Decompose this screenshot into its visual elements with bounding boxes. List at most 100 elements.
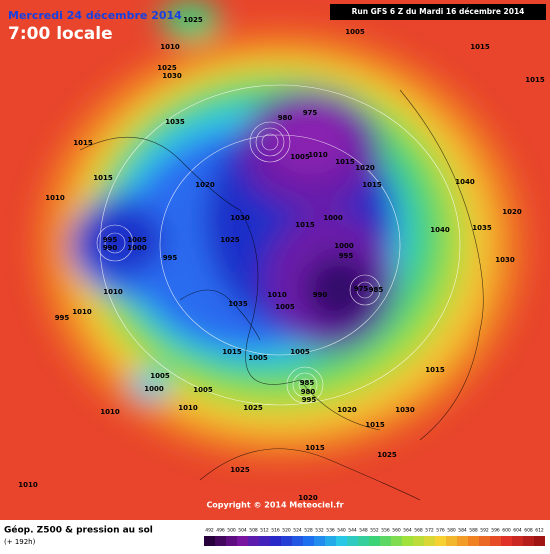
legend-label: 508 [249,528,258,534]
legend-swatch [424,536,435,546]
legend-label: 584 [458,528,467,534]
pressure-label: 1005 [248,354,268,362]
copyright: Copyright © 2014 Meteociel.fr [206,501,343,510]
legend-swatch [380,536,391,546]
run-box [330,4,546,20]
pressure-label: 980 [301,388,316,396]
legend-swatch [226,536,237,546]
pressure-label: 1040 [430,226,450,234]
pressure-label: 1025 [220,236,240,244]
legend-swatch [402,536,413,546]
legend-swatch [325,536,336,546]
pressure-label: 1010 [103,288,123,296]
pressure-label: 1015 [305,444,325,452]
pressure-label: 985 [369,286,384,294]
legend-label: 592 [480,528,489,534]
pressure-label: 1015 [425,366,445,374]
pressure-label: 1030 [395,406,415,414]
pressure-label: 1025 [157,64,177,72]
pressure-label: 1015 [222,348,242,356]
pressure-label: 1025 [230,466,250,474]
pressure-label: 1040 [455,178,475,186]
legend-swatch [435,536,446,546]
pressure-label: 1010 [18,481,38,489]
pressure-label: 1005 [150,372,170,380]
legend-swatch [314,536,325,546]
legend-label: 500 [227,528,236,534]
legend-swatch [523,536,534,546]
legend-swatch [534,536,545,546]
legend-label: 532 [315,528,324,534]
legend-swatch [479,536,490,546]
legend-swatch [292,536,303,546]
legend-label: 600 [502,528,511,534]
legend-label: 548 [359,528,368,534]
pressure-label: 975 [354,285,369,293]
footer-lead: (+ 192h) [4,538,36,546]
legend-swatch [347,536,358,546]
pressure-label: 1015 [362,181,382,189]
legend-label: 536 [326,528,335,534]
pressure-label: 1015 [365,421,385,429]
pressure-label: 1015 [73,139,93,147]
legend-label: 612 [535,528,544,534]
map [0,0,550,520]
pressure-label: 1015 [335,158,355,166]
legend-label: 504 [238,528,247,534]
legend-label: 492 [205,528,214,534]
legend-label: 552 [370,528,379,534]
legend-swatch [259,536,270,546]
pressure-label: 1030 [230,214,250,222]
run-info: Run GFS 6 Z du Mardi 16 décembre 2014 [352,7,525,16]
legend-swatch [512,536,523,546]
pressure-label: 1030 [162,72,182,80]
pressure-label: 1000 [127,244,147,252]
legend: 492 496 500 504 508 512 516 520 524 528 532 536 540 5… [204,528,545,546]
pressure-label: 1015 [295,221,315,229]
date: Mercredi 24 décembre 2014 [8,9,182,22]
pressure-label: 1005 [290,153,310,161]
legend-label: 556 [381,528,390,534]
legend-label: 560 [392,528,401,534]
pressure-label: 1035 [472,224,492,232]
pressure-label: 990 [313,291,328,299]
legend-swatch [391,536,402,546]
legend-label: 540 [337,528,346,534]
pressure-labels: 1025101010251030103510151015101099599010… [18,16,545,502]
legend-label: 544 [348,528,357,534]
pressure-label: 1000 [334,242,354,250]
legend-swatch [248,536,259,546]
pressure-label: 1020 [298,494,318,502]
pressure-label: 1000 [323,214,343,222]
pressure-label: 990 [103,244,118,252]
legend-label: 528 [304,528,313,534]
pressure-label: 995 [163,254,178,262]
pressure-label: 1020 [502,208,522,216]
pressure-label: 1020 [195,181,215,189]
pressure-label: 1025 [183,16,203,24]
pressure-label: 1035 [165,118,185,126]
footer-title: Géop. Z500 & pression au sol [4,525,153,536]
legend-swatch [457,536,468,546]
legend-swatch [204,536,215,546]
pressure-label: 1010 [160,43,180,51]
pressure-label: 1025 [377,451,397,459]
legend-swatch [303,536,314,546]
pressure-label: 995 [103,236,118,244]
pressure-label: 1020 [355,164,375,172]
pressure-label: 1000 [144,385,164,393]
pressure-label: 1010 [178,404,198,412]
legend-label: 496 [216,528,225,534]
pressure-label: 1010 [45,194,65,202]
legend-label: 588 [469,528,478,534]
pressure-label: 995 [55,314,70,322]
legend-label: 580 [447,528,456,534]
legend-swatch [215,536,226,546]
legend-label: 576 [436,528,445,534]
pressure-label: 1005 [290,348,310,356]
pressure-label: 975 [303,109,318,117]
pressure-label: 1035 [228,300,248,308]
legend-swatch [501,536,512,546]
legend-swatch [413,536,424,546]
legend-swatch [369,536,380,546]
